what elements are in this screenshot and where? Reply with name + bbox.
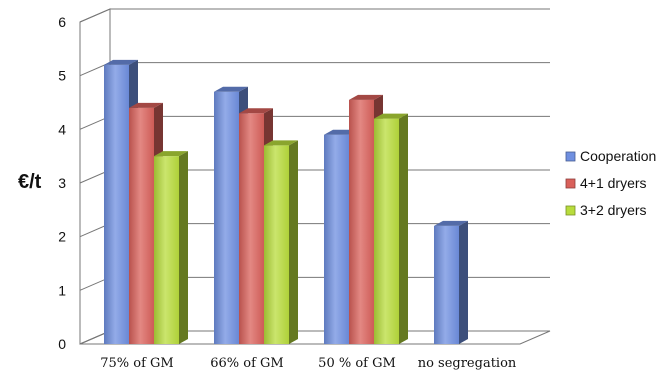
gridline [79,8,550,23]
bar-top [154,151,188,157]
bar-front [349,99,374,344]
bar-front [214,91,239,345]
x-tick-label: 66% of GM [210,356,284,371]
legend-label: 4+1 dryers [580,175,647,191]
legend-label: Cooperation [580,148,656,164]
y-tick-label: 1 [58,282,66,298]
bar-front [154,156,179,344]
y-tick-label: 0 [58,336,66,352]
bar-front [264,145,289,344]
bar-front [434,225,459,344]
bar-top [349,94,383,100]
legend-label: 3+2 dryers [580,202,647,218]
legend-swatch [565,178,576,189]
bar-top [104,59,138,65]
bar-front [129,107,154,344]
y-axis-label: €/t [18,171,42,193]
bar-top [264,140,298,146]
x-tick-label: 75% of GM [100,356,174,371]
y-tick-label: 6 [58,14,66,30]
legend-item: Cooperation [565,148,656,164]
bar-top [214,86,248,92]
bar-side [459,220,468,344]
bar-top [434,220,468,226]
bar-side [289,140,298,344]
bar [264,140,298,344]
y-tick-label: 5 [58,68,66,84]
bar-top [374,113,408,119]
legend-item: 4+1 dryers [565,175,647,191]
x-axis-labels: 75% of GM 66% of GM 50 % of GM no segregati… [100,356,517,371]
gridline [79,62,550,77]
bar-side [399,113,408,344]
bars [104,59,468,345]
bar-top [129,102,163,108]
legend-swatch [565,205,576,216]
x-tick-label: no segregation [418,356,517,371]
y-tick-label: 3 [58,175,66,191]
legend-swatch [565,151,576,162]
bar-front [239,113,264,344]
x-tick-label: 50 % of GM [318,356,396,371]
y-tick-label: 4 [58,121,66,137]
bar-front [104,64,129,344]
bar-front [374,118,399,344]
legend-item: 3+2 dryers [565,202,647,218]
y-tick-label: 2 [58,229,66,245]
bar-side [179,151,188,344]
y-axis-ticks: 0 1 2 3 4 5 6 [58,14,66,352]
bar [434,220,468,344]
legend: Cooperation 4+1 dryers 3+2 dryers [565,148,656,218]
bar [374,113,408,344]
bar-top [239,108,273,114]
bar [154,151,188,344]
bar-front [324,134,349,344]
